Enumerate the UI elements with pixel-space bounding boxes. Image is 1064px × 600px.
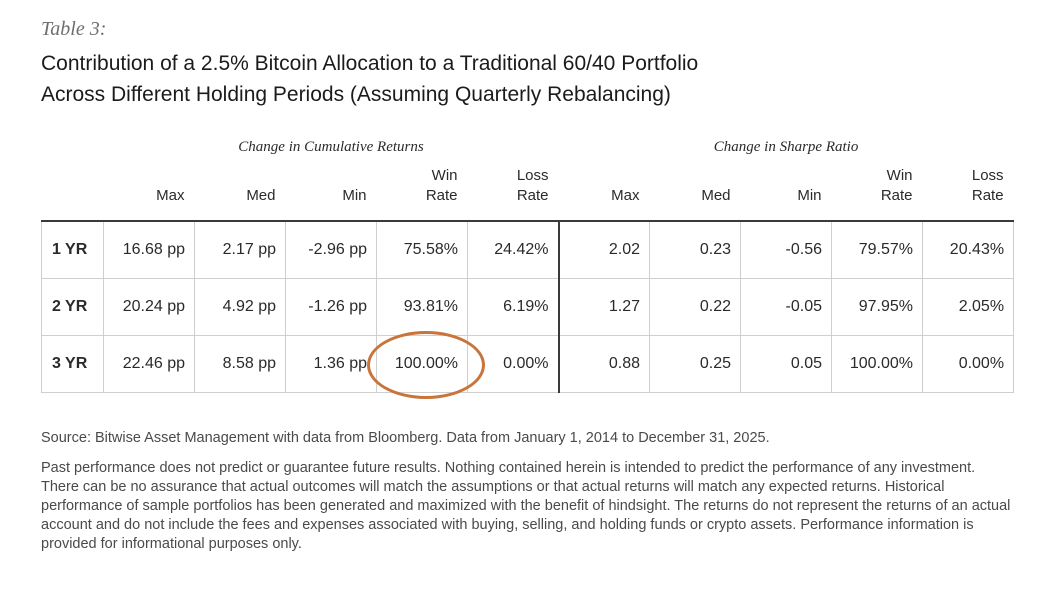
table-row: 2 YR 20.24 pp 4.92 pp -1.26 pp 93.81% 6.… (41, 278, 1015, 336)
col-cum-loss-rate: Loss Rate (467, 156, 559, 222)
row-label: 1 YR (41, 221, 104, 279)
cell-sharpe-max: 2.02 (557, 221, 651, 279)
cell-sharpe-min: 0.05 (740, 335, 833, 393)
source-note: Source: Bitwise Asset Management with da… (41, 430, 770, 446)
col-cum-med: Med (194, 156, 286, 222)
row-label: 2 YR (41, 278, 104, 336)
cell-cum-med: 2.17 pp (194, 221, 286, 279)
cell-sharpe-loss: 20.43% (922, 221, 1015, 279)
column-header-blank (41, 156, 104, 222)
table-row: 1 YR 16.68 pp 2.17 pp -2.96 pp 75.58% 24… (41, 221, 1015, 279)
table-header: Table 3: Contribution of a 2.5% Bitcoin … (41, 16, 1015, 393)
cell-sharpe-med: 0.22 (649, 278, 742, 336)
cell-cum-win: 75.58% (376, 221, 468, 279)
cell-sharpe-min: -0.56 (740, 221, 833, 279)
cell-cum-med: 8.58 pp (194, 335, 286, 393)
table-title: Contribution of a 2.5% Bitcoin Allocatio… (41, 48, 1013, 110)
cell-sharpe-win: 100.00% (831, 335, 924, 393)
cell-cum-min: 1.36 pp (285, 335, 377, 393)
col-sharpe-med: Med (649, 156, 741, 222)
cell-cum-min: -1.26 pp (285, 278, 377, 336)
cell-cum-max: 16.68 pp (103, 221, 195, 279)
cell-sharpe-win: 79.57% (831, 221, 924, 279)
cell-cum-max: 22.46 pp (103, 335, 195, 393)
cell-sharpe-med: 0.23 (649, 221, 742, 279)
cell-cum-win: 93.81% (376, 278, 468, 336)
results-table: Change in Cumulative Returns Change in S… (41, 134, 1015, 393)
column-header-row: Max Med Min Win Rate Loss Rate Max Med Min… (41, 156, 1014, 222)
row-label: 3 YR (41, 335, 104, 393)
cell-cum-loss: 0.00% (467, 335, 560, 393)
group-sharpe-ratio: Change in Sharpe Ratio (713, 139, 859, 155)
table-label: Table 3: (41, 18, 107, 40)
cell-cum-win-highlighted: 100.00% (376, 335, 468, 393)
col-cum-max: Max (103, 156, 195, 222)
cell-cum-min: -2.96 pp (285, 221, 377, 279)
group-header-row: Change in Cumulative Returns Change in S… (42, 134, 1014, 156)
cell-cum-loss: 24.42% (467, 221, 560, 279)
cell-sharpe-loss: 0.00% (922, 335, 1015, 393)
cell-sharpe-min: -0.05 (740, 278, 833, 336)
col-sharpe-max: Max (558, 156, 650, 222)
disclaimer-text: Past performance does not predict or gua… (41, 460, 1011, 552)
col-sharpe-min: Min (740, 156, 832, 222)
cell-sharpe-max: 1.27 (557, 278, 651, 336)
group-cumulative-returns: Change in Cumulative Returns (238, 139, 424, 155)
group-spacer (42, 134, 104, 156)
cell-sharpe-med: 0.25 (649, 335, 742, 393)
cell-cum-loss: 6.19% (467, 278, 560, 336)
col-sharpe-win-rate: Win Rate (831, 156, 923, 222)
cell-sharpe-loss: 2.05% (922, 278, 1015, 336)
title-line-2: Across Different Holding Periods (Assumi… (41, 83, 671, 106)
cell-sharpe-max: 0.88 (557, 335, 651, 393)
table-row: 3 YR 22.46 pp 8.58 pp 1.36 pp 100.00% 0.… (41, 335, 1015, 393)
cell-cum-med: 4.92 pp (194, 278, 286, 336)
col-sharpe-loss-rate: Loss Rate (922, 156, 1014, 222)
col-cum-win-rate: Win Rate (376, 156, 468, 222)
cell-cum-max: 20.24 pp (103, 278, 195, 336)
cell-sharpe-win: 97.95% (831, 278, 924, 336)
title-line-1: Contribution of a 2.5% Bitcoin Allocatio… (41, 52, 699, 75)
col-cum-min: Min (285, 156, 377, 222)
